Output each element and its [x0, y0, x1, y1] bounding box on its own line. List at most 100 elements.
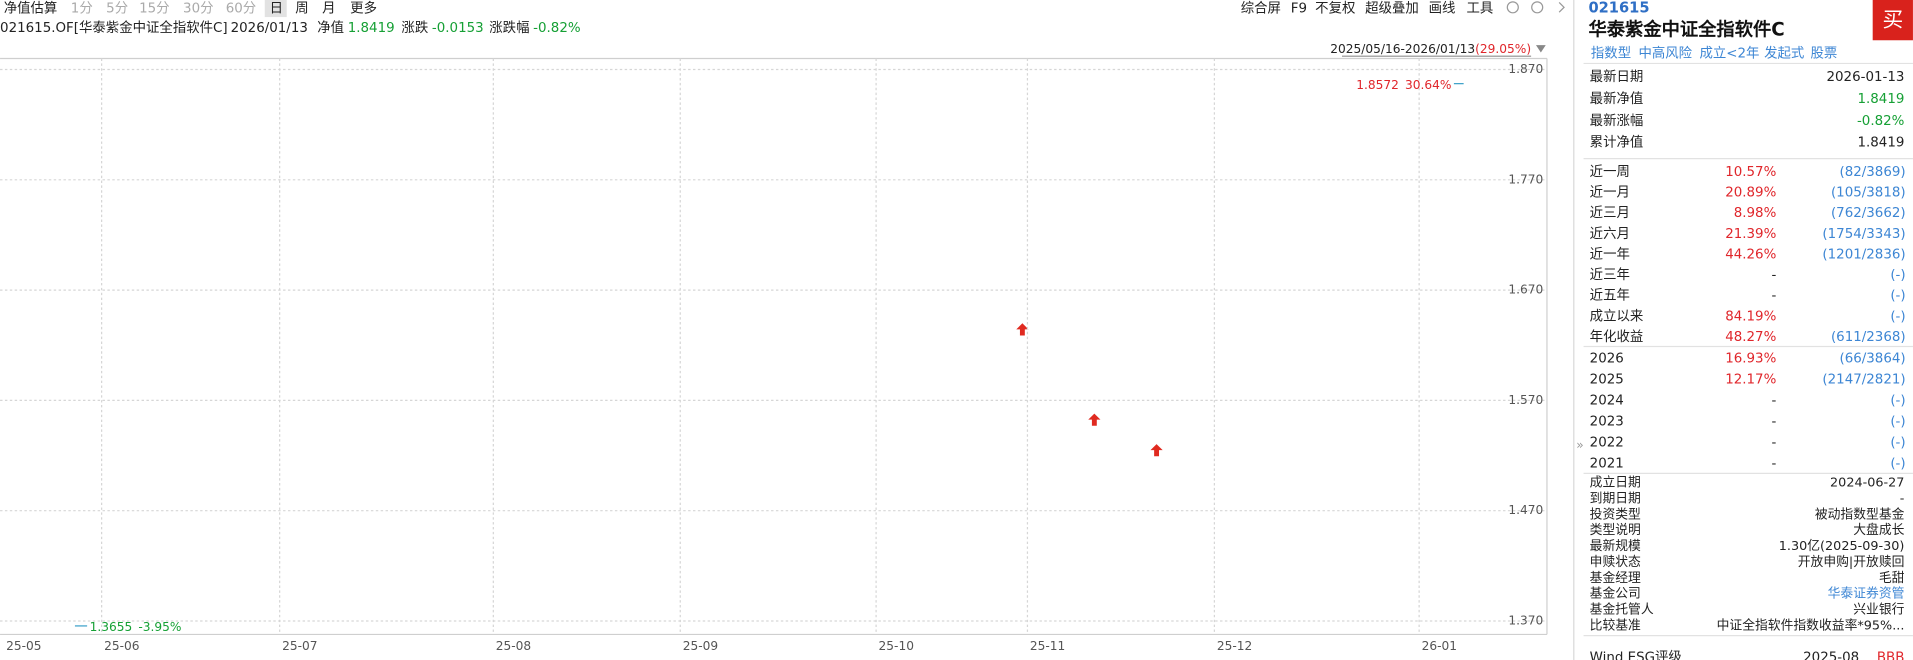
- tool-button[interactable]: 画线: [1429, 1, 1456, 17]
- info-date: 2026/01/13: [231, 21, 308, 36]
- help-icon[interactable]: [1531, 1, 1544, 14]
- period-label: 2026: [1590, 352, 1624, 367]
- tool-button[interactable]: 超级叠加: [1365, 1, 1419, 17]
- profile-value: 2024-06-27: [1830, 476, 1904, 491]
- x-tick-label: 25-11: [1030, 639, 1065, 653]
- info-code: 021615.OF[华泰紫金中证全指软件C]: [0, 19, 228, 36]
- period-tab[interactable]: 60分: [226, 1, 256, 17]
- summary-label: 最新日期: [1590, 69, 1644, 85]
- profile-value: 开放申购|开放赎回: [1798, 554, 1905, 570]
- buy-label[interactable]: 买: [1882, 8, 1903, 32]
- period-label: 近三月: [1590, 205, 1630, 221]
- y-tick-label: 1.870: [1508, 62, 1543, 76]
- summary-label: 累计净值: [1590, 135, 1644, 151]
- period-rank: (2147/2821): [1822, 373, 1905, 388]
- period-label: 2024: [1590, 394, 1624, 409]
- info-nav-label: 净值: [317, 20, 344, 36]
- signal-arrow: [1088, 413, 1101, 426]
- period-rank: (66/3864): [1839, 352, 1905, 367]
- period-rank: (1201/2836): [1822, 247, 1905, 262]
- collapse-toggle[interactable]: »: [1576, 438, 1583, 452]
- period-return: -: [1771, 457, 1776, 472]
- info-nav: 1.8419: [348, 21, 395, 36]
- info-pct: -0.82%: [533, 21, 580, 36]
- period-return: 8.98%: [1734, 206, 1777, 221]
- y-tick-label: 1.470: [1508, 503, 1543, 517]
- y-tick-label: 1.670: [1508, 283, 1543, 297]
- period-rank: (-): [1890, 394, 1905, 409]
- tool-button[interactable]: 综合屏: [1241, 1, 1281, 17]
- tool-button[interactable]: 不复权: [1315, 0, 1355, 17]
- profile-value: 被动指数型基金: [1815, 506, 1905, 522]
- next-icon[interactable]: [1558, 2, 1565, 13]
- period-rank: (611/2368): [1831, 330, 1906, 345]
- profile-label: 基金托管人: [1590, 601, 1654, 617]
- period-tab[interactable]: 月: [322, 2, 335, 17]
- profile-label: 最新规模: [1590, 538, 1641, 554]
- period-return: 12.17%: [1725, 373, 1776, 388]
- x-tick-label: 25-05: [6, 639, 41, 653]
- summary-value: -0.82%: [1857, 114, 1904, 129]
- period-tab[interactable]: 5分: [106, 1, 128, 17]
- range-label[interactable]: 2025/05/16-2026/01/13(29.05%): [1330, 41, 1531, 55]
- x-tick-label: 25-08: [496, 639, 531, 653]
- period-tab[interactable]: 日: [270, 2, 283, 17]
- period-label: 近一月: [1590, 185, 1630, 201]
- period-tab[interactable]: 净值估算: [4, 1, 58, 17]
- x-tick-label: 25-10: [879, 639, 914, 653]
- period-rank: (-): [1890, 309, 1905, 324]
- period-rank: (-): [1890, 268, 1905, 283]
- fund-tag[interactable]: 指数型: [1591, 46, 1631, 62]
- profile-label: 申赎状态: [1590, 555, 1641, 570]
- period-tab[interactable]: 30分: [183, 1, 213, 17]
- period-rank: (105/3818): [1831, 186, 1906, 201]
- profile-value: 兴业银行: [1853, 602, 1904, 617]
- fund-tag[interactable]: 股票: [1810, 47, 1837, 62]
- y-tick-label: 1.570: [1508, 393, 1543, 407]
- profile-label: 比较基准: [1590, 618, 1641, 633]
- info-change: -0.0153: [432, 21, 484, 36]
- buy-button[interactable]: [1872, 0, 1913, 41]
- period-tab[interactable]: 15分: [139, 1, 169, 17]
- fund-tag[interactable]: 中高风险: [1638, 45, 1692, 62]
- period-return: 84.19%: [1725, 309, 1776, 324]
- period-rank: (762/3662): [1831, 206, 1906, 221]
- period-return: 44.26%: [1725, 247, 1776, 262]
- range-dates: 2025/05/16-2026/01/13: [1330, 41, 1475, 55]
- fund-code: 021615: [1588, 0, 1649, 17]
- fund-name: 华泰紫金中证全指软件C: [1588, 18, 1784, 40]
- max-value: 1.8572: [1356, 77, 1399, 91]
- period-rank: (82/3869): [1839, 165, 1905, 180]
- summary-value: 1.8419: [1857, 92, 1904, 107]
- summary-value: 1.8419: [1857, 136, 1904, 151]
- dropdown-icon[interactable]: [1535, 45, 1546, 53]
- tool-button[interactable]: F9: [1291, 2, 1307, 17]
- summary-label: 最新净值: [1590, 91, 1644, 107]
- signal-arrow: [1150, 444, 1163, 457]
- fund-tag[interactable]: 发起式: [1764, 46, 1804, 62]
- active-period-bg: [264, 0, 287, 18]
- period-label: 成立以来: [1590, 308, 1644, 324]
- period-return: -: [1771, 268, 1776, 283]
- tool-button[interactable]: 工具: [1466, 2, 1493, 17]
- period-label: 2025: [1590, 373, 1624, 388]
- period-label: 2021: [1590, 457, 1624, 472]
- period-tab[interactable]: 1分: [71, 1, 93, 17]
- profile-value: 1.30亿(2025-09-30): [1779, 539, 1905, 554]
- fund-tag[interactable]: 成立<2年: [1699, 46, 1759, 62]
- info-change-label: 涨跌: [401, 20, 428, 36]
- x-tick-label: 25-06: [104, 639, 139, 653]
- period-label: 近一周: [1590, 164, 1630, 180]
- esg-rating: BBB: [1877, 651, 1905, 660]
- period-return: 21.39%: [1725, 227, 1776, 242]
- period-tab[interactable]: 周: [295, 2, 308, 17]
- min-value: 1.3655: [90, 620, 133, 634]
- profile-value: -: [1900, 491, 1905, 506]
- profile-value: 中证全指软件指数收益率*95%...: [1717, 617, 1905, 633]
- settings-icon[interactable]: [1506, 1, 1519, 14]
- profile-label: 成立日期: [1590, 476, 1641, 491]
- period-tab[interactable]: 更多: [350, 0, 377, 17]
- x-tick-label: 25-12: [1217, 639, 1252, 653]
